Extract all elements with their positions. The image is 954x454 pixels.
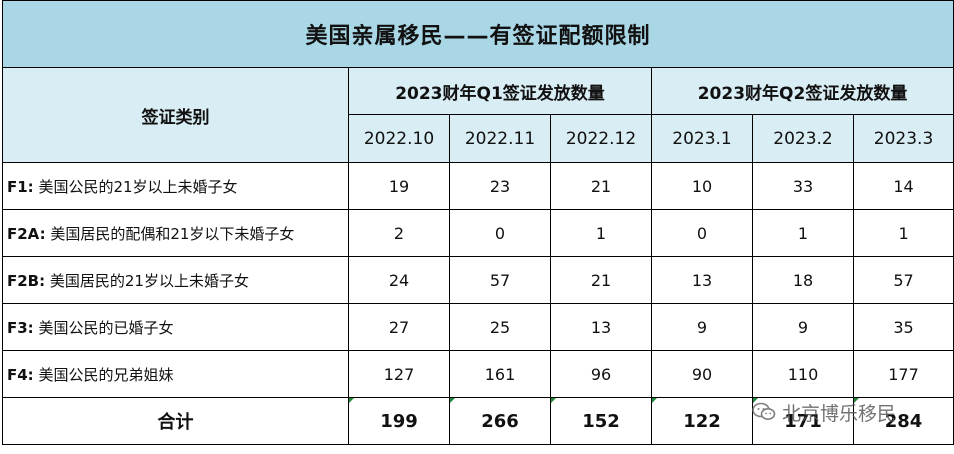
category-code: F1:: [7, 177, 34, 196]
value-cell: 35: [852, 303, 954, 351]
title-row: 美国亲属移民——有签证配额限制: [1, 0, 954, 68]
value-cell: 96: [550, 350, 652, 398]
value-cell: 13: [550, 303, 652, 351]
value-cell: 161: [449, 350, 551, 398]
value-cell: 27: [348, 303, 450, 351]
category-cell: F1: 美国公民的21岁以上未婚子女: [2, 162, 349, 210]
table-title: 美国亲属移民——有签证配额限制: [1, 0, 954, 68]
category-code: F4:: [7, 365, 34, 384]
value-cell: 33: [752, 162, 854, 210]
table-row: F4: 美国公民的兄弟姐妹 127 161 96 90 110 177: [2, 350, 954, 398]
table-row: F1: 美国公民的21岁以上未婚子女 19 23 21 10 33 14: [2, 162, 954, 210]
table-row: F3: 美国公民的已婚子女 27 25 13 9 9 35: [2, 303, 954, 351]
category-desc: 美国公民的兄弟姐妹: [33, 365, 174, 384]
month-header: 2023.1: [651, 114, 753, 163]
value-cell: 24: [348, 256, 450, 304]
value-cell: 177: [852, 350, 954, 398]
category-header: 签证类别: [2, 67, 349, 163]
value-cell: 25: [449, 303, 551, 351]
month-header: 2022.11: [449, 114, 551, 163]
q2-header: 2023财年Q2签证发放数量: [650, 67, 954, 115]
total-cell: 284: [852, 397, 954, 445]
month-header: 2023.3: [852, 114, 954, 163]
total-cell: 152: [550, 397, 652, 445]
total-row: 合计 199 266 152 122 171 284: [2, 397, 954, 445]
value-cell: 14: [852, 162, 954, 210]
category-code: F3:: [7, 318, 34, 337]
value-cell: 57: [852, 256, 954, 304]
total-cell: 266: [449, 397, 551, 445]
value-cell: 9: [752, 303, 854, 351]
value-cell: 23: [449, 162, 551, 210]
month-header-row: 2022.10 2022.11 2022.12 2023.1 2023.2 20…: [3, 114, 954, 163]
category-desc: 美国公民的已婚子女: [33, 318, 174, 337]
category-cell: F2A: 美国居民的配偶和21岁以下未婚子女: [2, 209, 349, 257]
category-desc: 美国公民的21岁以上未婚子女: [33, 177, 238, 196]
category-desc: 美国居民的21岁以上未婚子女: [45, 271, 249, 290]
value-cell: 127: [348, 350, 450, 398]
wechat-icon: [752, 402, 776, 422]
value-cell: 10: [651, 162, 753, 210]
value-cell: 21: [550, 162, 652, 210]
visa-quota-table: 美国亲属移民——有签证配额限制 签证类别 2023财年Q1签证发放数量 2023…: [1, 0, 954, 445]
total-cell: 122: [651, 397, 753, 445]
total-cell: 171: [752, 397, 854, 445]
value-cell: 0: [651, 209, 753, 257]
month-header: 2023.2: [752, 114, 854, 163]
month-header: 2022.10: [348, 114, 450, 163]
value-cell: 21: [550, 256, 652, 304]
watermark-text: 北京博乐移民: [782, 402, 897, 425]
value-cell: 90: [651, 350, 753, 398]
category-desc: 美国居民的配偶和21岁以下未婚子女: [45, 224, 295, 243]
value-cell: 19: [348, 162, 450, 210]
category-cell: F2B: 美国居民的21岁以上未婚子女: [2, 256, 349, 304]
table-row: F2A: 美国居民的配偶和21岁以下未婚子女 2 0 1 0 1 1: [2, 209, 954, 257]
category-cell: F3: 美国公民的已婚子女: [2, 303, 349, 351]
table-row: F2B: 美国居民的21岁以上未婚子女 24 57 21 13 18 57: [2, 256, 954, 304]
value-cell: 1: [752, 209, 854, 257]
watermark: 北京博乐移民: [752, 398, 896, 426]
value-cell: 1: [550, 209, 652, 257]
value-cell: 110: [752, 350, 854, 398]
value-cell: 1: [852, 209, 954, 257]
q1-header: 2023财年Q1签证发放数量: [348, 67, 652, 115]
value-cell: 18: [752, 256, 854, 304]
category-code: F2B:: [7, 271, 46, 290]
value-cell: 9: [651, 303, 753, 351]
total-cell: 199: [348, 397, 450, 445]
category-code: F2A:: [7, 224, 46, 243]
value-cell: 57: [449, 256, 551, 304]
value-cell: 0: [449, 209, 551, 257]
quarter-header-row: 签证类别 2023财年Q1签证发放数量 2023财年Q2签证发放数量: [2, 67, 954, 163]
category-cell: F4: 美国公民的兄弟姐妹: [2, 350, 349, 398]
total-label: 合计: [2, 397, 349, 445]
value-cell: 2: [348, 209, 450, 257]
month-header: 2022.12: [550, 114, 652, 163]
value-cell: 13: [651, 256, 753, 304]
